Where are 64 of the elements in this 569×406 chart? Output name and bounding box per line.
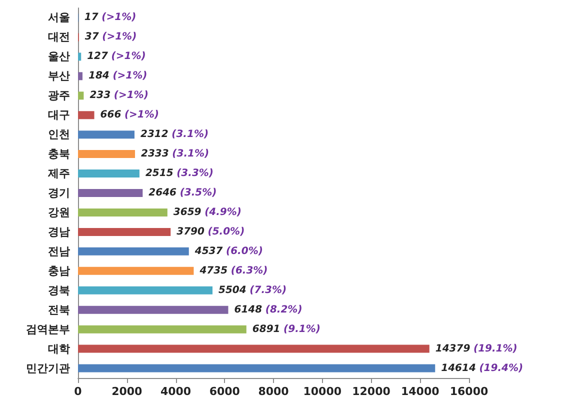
data-label: 2646 (3.5%) <box>148 188 217 198</box>
bar <box>78 325 246 334</box>
data-label: 5504 (7.3%) <box>218 284 287 296</box>
data-label: 184 (>1%) <box>88 70 148 82</box>
data-label: 666 (>1%) <box>100 110 159 121</box>
y-tick-label: 경남 <box>48 225 70 238</box>
data-label: 2312 (3.1%) <box>140 129 209 140</box>
data-label: 4537 (6.0%) <box>194 246 263 257</box>
y-tick-label: 충남 <box>48 264 70 278</box>
bar <box>78 130 134 139</box>
x-tick-label: 4000 <box>160 385 192 398</box>
y-tick-label: 민간기관 <box>26 362 70 375</box>
y-tick-label: 울산 <box>48 50 70 64</box>
data-label: 3659 (4.9%) <box>173 206 242 218</box>
x-tick-label: 2000 <box>112 385 143 398</box>
data-label: 127 (>1%) <box>87 51 146 62</box>
y-tick-label: 경기 <box>48 186 70 200</box>
y-tick-label: 전북 <box>48 303 70 316</box>
data-label: 14379 (19.1%) <box>435 343 518 354</box>
data-label: 4735 (6.3%) <box>198 265 268 276</box>
bar <box>78 247 189 256</box>
bar <box>78 208 168 216</box>
bar <box>78 150 136 158</box>
bar <box>78 364 436 372</box>
x-tick-label: 0 <box>74 385 82 398</box>
data-label: 3790 (5.0%) <box>176 226 245 238</box>
data-label: 6148 (8.2%) <box>234 304 302 316</box>
data-label: 2333 (3.1%) <box>141 148 210 160</box>
data-label: 233 (>1%) <box>90 90 148 102</box>
y-tick-label: 광주 <box>48 89 70 102</box>
bar <box>78 228 171 236</box>
bar <box>78 286 213 294</box>
bar <box>78 92 84 100</box>
bar <box>78 189 143 197</box>
x-tick-label: 8000 <box>258 385 290 398</box>
data-label: 2515 (3.3%) <box>145 168 214 180</box>
y-tick-label: 대학 <box>48 342 70 356</box>
y-tick-label: 부산 <box>48 70 70 83</box>
data-label: 37 (>1%) <box>84 32 137 43</box>
bar <box>78 306 228 314</box>
x-tick-label: 14000 <box>400 385 440 398</box>
y-tick-label: 충북 <box>48 148 70 161</box>
bar <box>78 111 94 120</box>
bar <box>78 52 82 61</box>
bar <box>78 266 194 275</box>
bar <box>78 344 430 353</box>
y-tick-label: 전남 <box>48 244 70 258</box>
x-tick-label: 12000 <box>352 385 391 398</box>
data-label: 6891 (9.1%) <box>252 324 320 335</box>
x-tick-label: 10000 <box>303 385 342 398</box>
bar <box>78 170 140 178</box>
x-tick-label: 16000 <box>450 385 488 398</box>
y-tick-label: 제주 <box>47 167 70 180</box>
y-tick-label: 대전 <box>48 30 70 44</box>
x-tick-label: 6000 <box>209 385 240 398</box>
bar <box>78 72 82 80</box>
data-label: 14614 (19.4%) <box>441 362 524 374</box>
y-tick-label: 강원 <box>48 206 70 219</box>
y-tick-label: 대구 <box>48 108 70 122</box>
y-tick-label: 경북 <box>48 284 70 297</box>
y-tick-label: 서울 <box>48 11 70 24</box>
y-tick-label: 인천 <box>48 128 70 142</box>
y-tick-label: 검역본부 <box>26 322 70 336</box>
data-label: 17 (>1%) <box>84 12 136 24</box>
